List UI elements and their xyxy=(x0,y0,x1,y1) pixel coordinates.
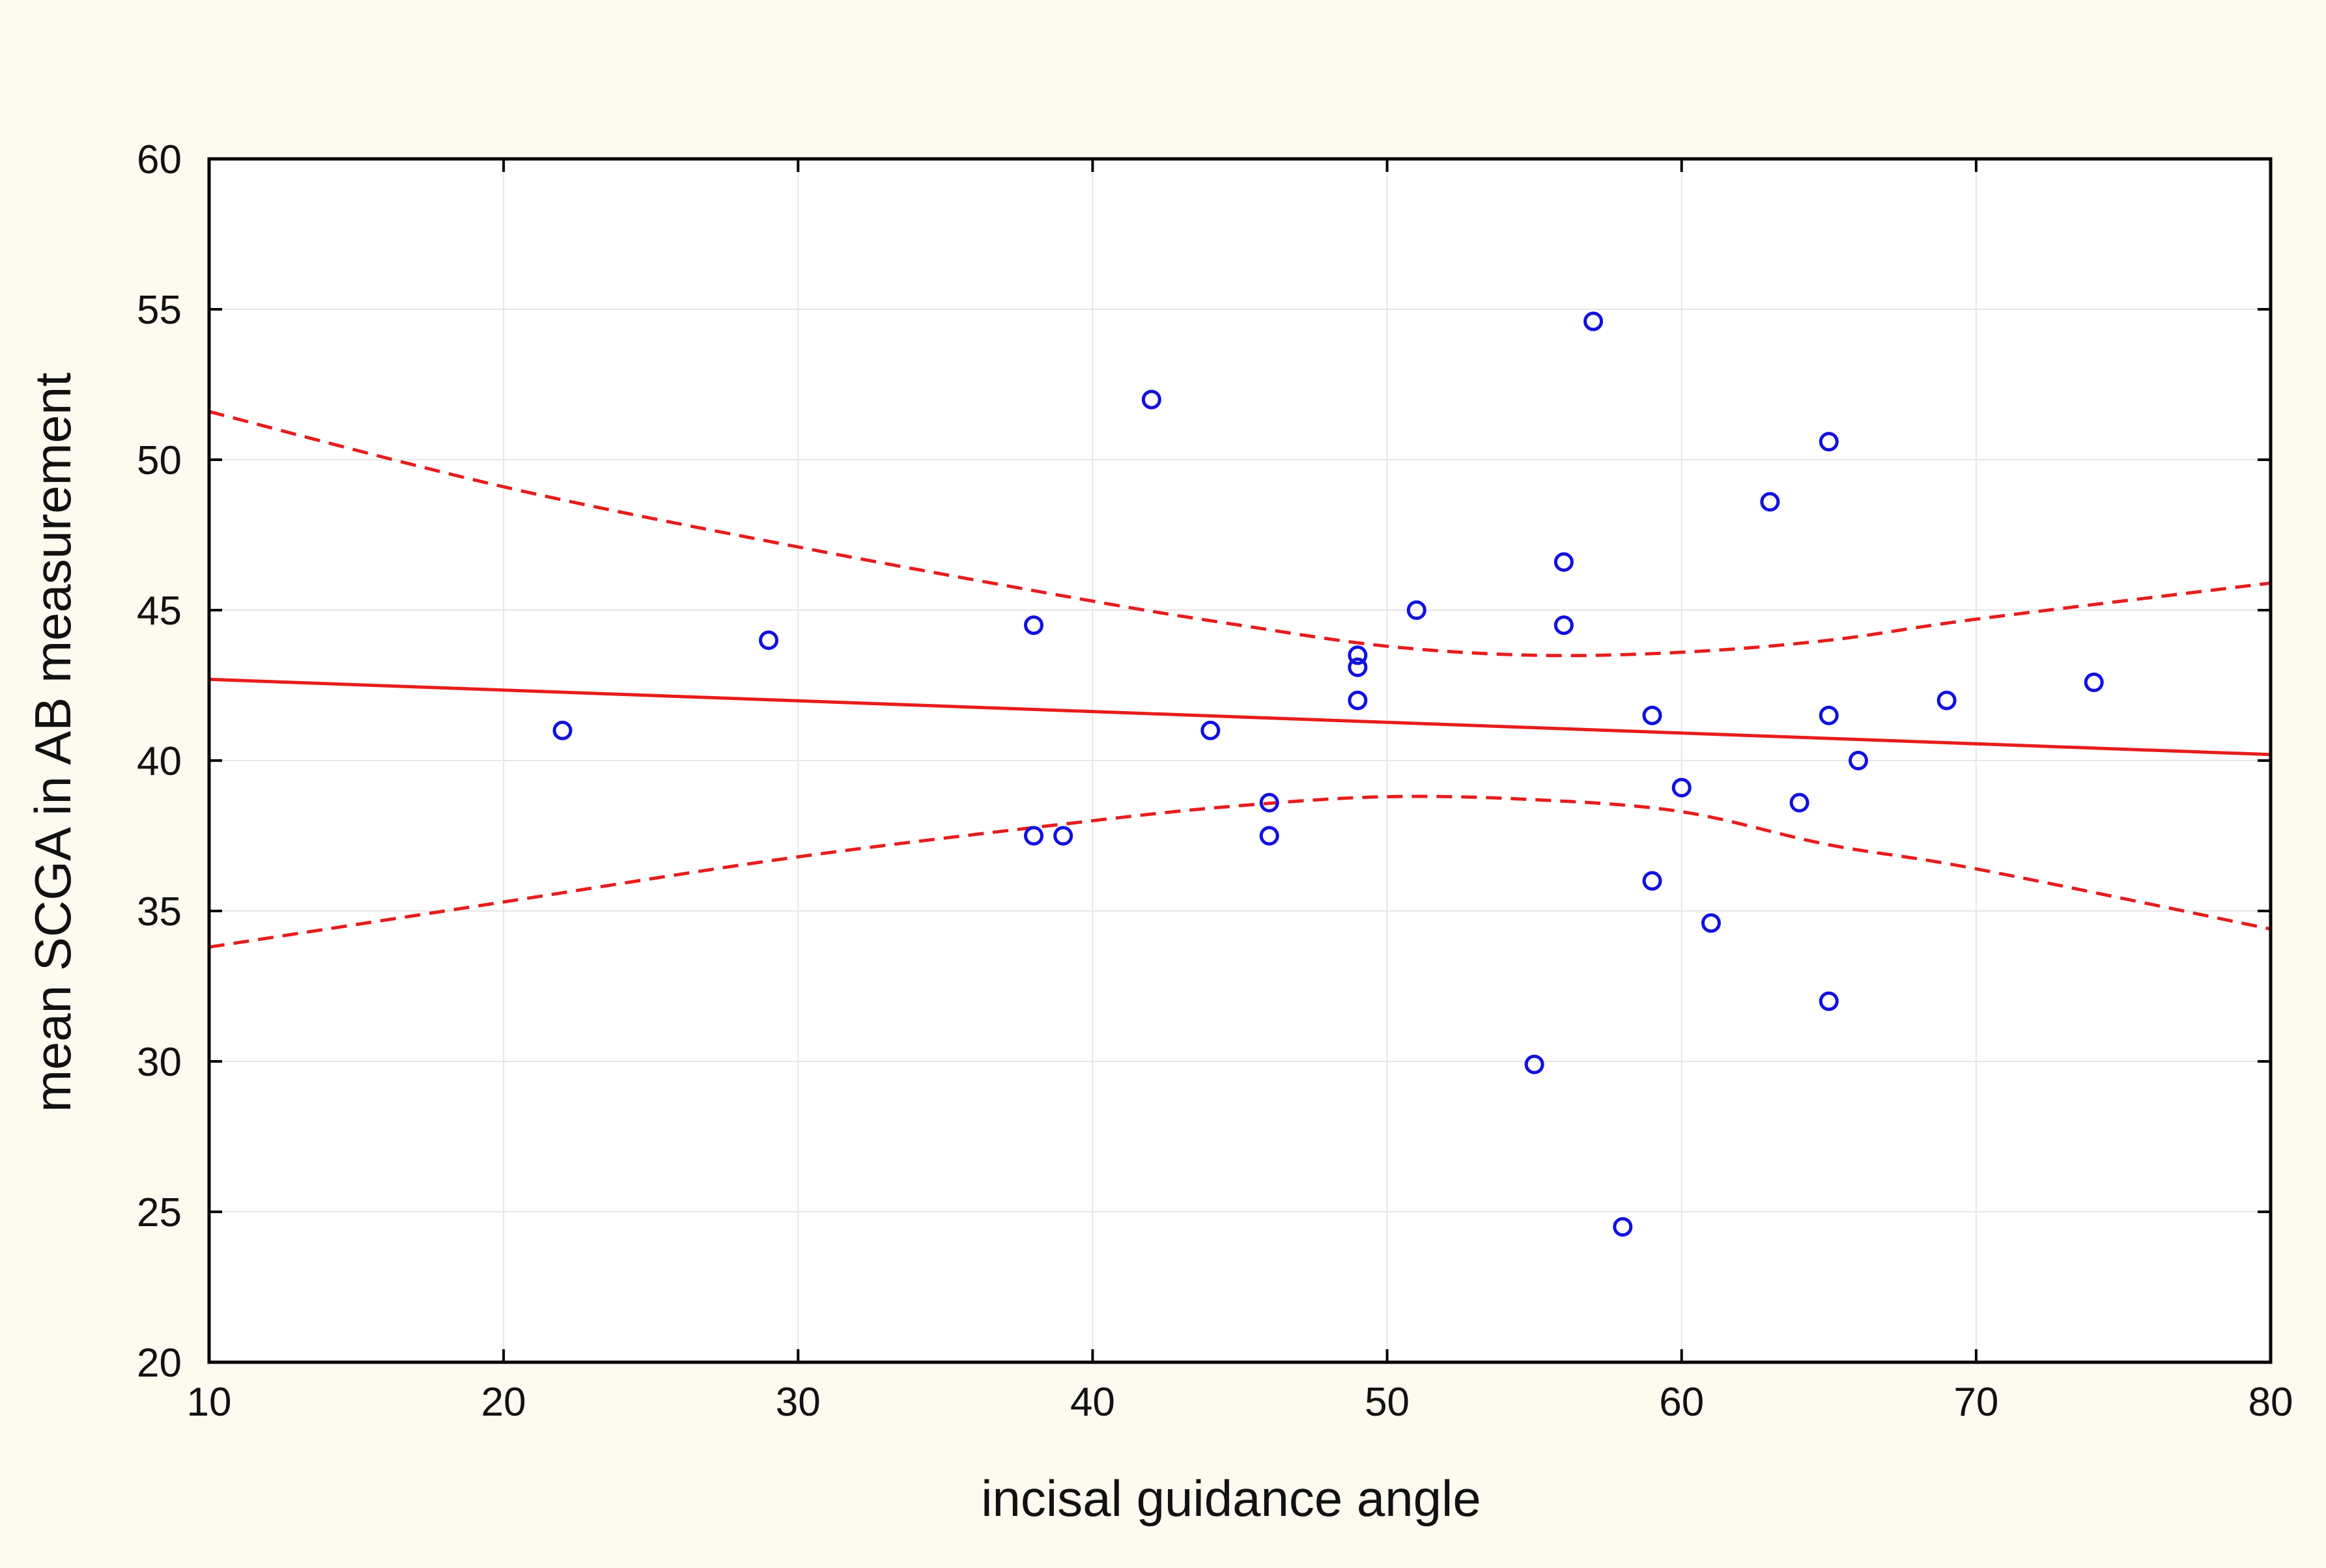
data-point xyxy=(1259,826,1279,846)
x-tick-label: 30 xyxy=(776,1380,821,1425)
confidence-band xyxy=(208,410,2271,949)
data-point xyxy=(1024,826,1043,846)
data-point xyxy=(1406,600,1426,620)
upper-confidence-line xyxy=(208,410,2271,658)
data-point xyxy=(1701,913,1721,933)
data-point xyxy=(1849,751,1868,770)
data-point xyxy=(1524,1054,1544,1074)
y-tick-label: 20 xyxy=(137,1341,182,1386)
data-point xyxy=(1583,311,1604,331)
y-tick-label: 35 xyxy=(137,889,182,934)
x-tick-label: 80 xyxy=(2248,1380,2293,1425)
lower-confidence-line xyxy=(208,794,2271,949)
data-point xyxy=(1642,871,1662,891)
x-tick-label: 50 xyxy=(1365,1380,1410,1425)
data-point xyxy=(1819,705,1839,725)
regression-line-group xyxy=(208,677,2271,757)
y-tick-label: 40 xyxy=(137,739,182,784)
data-point xyxy=(1819,991,1839,1011)
y-tick-label: 50 xyxy=(137,438,182,483)
data-point xyxy=(1760,492,1780,512)
data-point xyxy=(1553,552,1574,572)
data-point xyxy=(1053,826,1073,846)
y-tick-label: 60 xyxy=(137,137,182,182)
data-points xyxy=(552,311,2104,1237)
data-point xyxy=(1613,1217,1633,1237)
data-point xyxy=(1819,432,1839,452)
data-point xyxy=(1348,690,1368,710)
x-tick-label: 20 xyxy=(481,1380,526,1425)
data-point xyxy=(1789,792,1809,813)
data-point xyxy=(1936,690,1957,710)
y-axis-title: mean SCGA in AB measurement xyxy=(24,372,81,1112)
data-point xyxy=(1348,657,1368,677)
y-tick-label: 30 xyxy=(137,1040,182,1085)
y-tick-label: 25 xyxy=(137,1190,182,1235)
data-point xyxy=(1200,720,1221,740)
data-point xyxy=(1141,389,1161,410)
x-tick-label: 70 xyxy=(1953,1380,1998,1425)
data-point xyxy=(1553,615,1574,636)
data-point xyxy=(1024,615,1043,636)
data-point xyxy=(2084,672,2104,692)
y-tick-label: 45 xyxy=(137,589,182,634)
data-point xyxy=(1348,645,1368,665)
x-axis-title: incisal guidance angle xyxy=(981,1470,1481,1527)
x-tick-label: 40 xyxy=(1070,1380,1115,1425)
data-point xyxy=(1642,705,1662,725)
data-point xyxy=(552,720,573,740)
x-tick-label: 60 xyxy=(1659,1380,1704,1425)
y-tick-label: 55 xyxy=(137,288,182,333)
data-point xyxy=(1671,777,1692,798)
regression-line xyxy=(208,677,2271,757)
data-point xyxy=(1259,792,1279,813)
x-tick-label: 10 xyxy=(187,1380,232,1425)
data-point xyxy=(759,630,779,651)
